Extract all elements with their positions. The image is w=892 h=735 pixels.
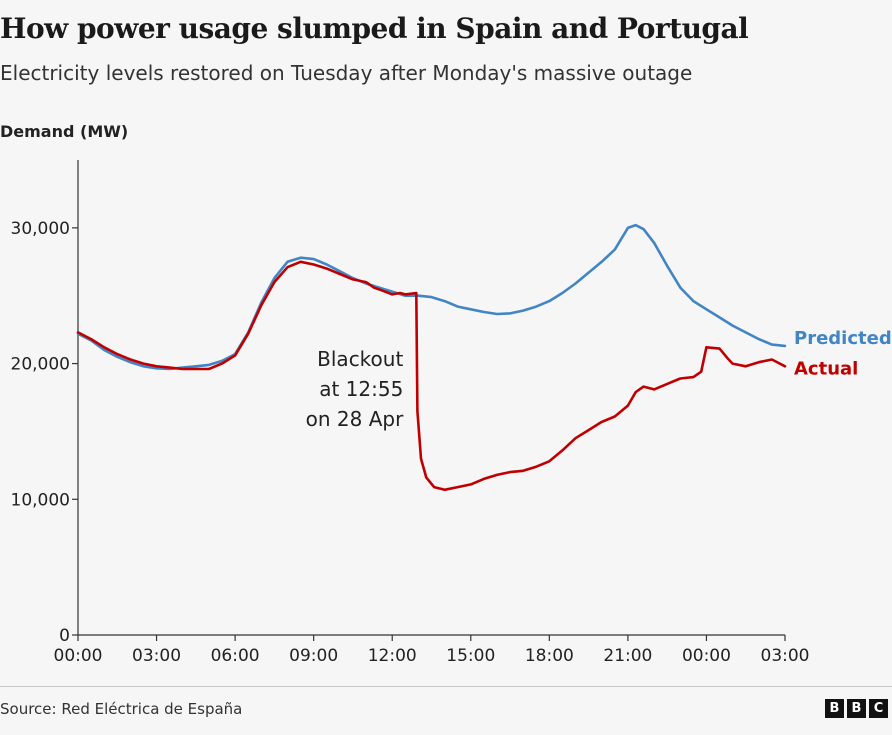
x-tick-label: 18:00 xyxy=(525,646,574,666)
series-label-predicted: Predicted xyxy=(794,328,892,349)
y-tick-label: 30,000 xyxy=(11,219,70,239)
x-tick-label: 00:00 xyxy=(682,646,731,666)
source-note: Source: Red Eléctrica de España xyxy=(0,700,243,718)
annotation-text: at 12:55 xyxy=(319,377,403,401)
series-lines: Predicted Actual xyxy=(76,223,892,492)
y-tick-label: 20,000 xyxy=(11,355,70,375)
y-axis-label: Demand (MW) xyxy=(0,122,129,141)
x-tick-label: 00:00 xyxy=(54,646,103,666)
logo-letter: B xyxy=(847,699,866,718)
x-tick-label: 03:00 xyxy=(761,646,810,666)
series-label-actual: Actual xyxy=(794,358,858,379)
axes: 0 10,000 20,000 30,000 00:00 03:00 06:00 09:00 1… xyxy=(11,160,810,666)
y-tick-label: 10,000 xyxy=(11,490,70,510)
x-tick-label: 09:00 xyxy=(289,646,338,666)
x-tick-label: 12:00 xyxy=(368,646,417,666)
annotation-text: Blackout xyxy=(317,347,403,371)
x-tick-label: 15:00 xyxy=(446,646,495,666)
x-tick-label: 03:00 xyxy=(132,646,181,666)
x-tick-label: 06:00 xyxy=(211,646,260,666)
annotations: Blackout at 12:55 on 28 Apr xyxy=(306,347,404,431)
footer-divider xyxy=(0,686,892,687)
chart-subtitle: Electricity levels restored on Tuesday a… xyxy=(0,61,693,85)
bbc-logo: B B C xyxy=(825,699,888,718)
logo-letter: B xyxy=(825,699,844,718)
logo-letter: C xyxy=(869,699,888,718)
series-line-actual xyxy=(76,260,787,492)
y-tick-label: 0 xyxy=(59,626,70,646)
x-tick-label: 21:00 xyxy=(603,646,652,666)
series-line-predicted xyxy=(76,223,787,371)
chart-title: How power usage slumped in Spain and Por… xyxy=(0,12,749,45)
annotation-text: on 28 Apr xyxy=(306,407,404,431)
